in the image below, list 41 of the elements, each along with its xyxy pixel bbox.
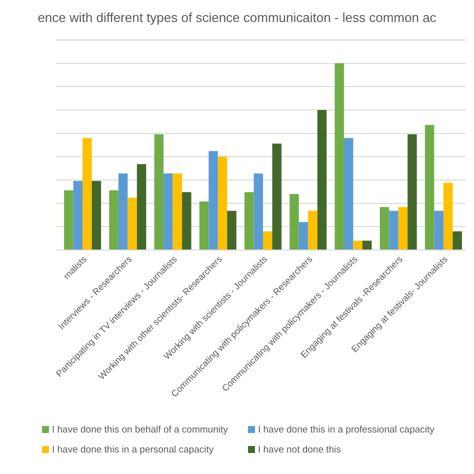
bar [380, 207, 390, 250]
bar [227, 210, 236, 250]
bar [208, 151, 218, 250]
bar [164, 173, 173, 250]
bar [244, 192, 254, 250]
bar [308, 210, 318, 250]
bar [398, 207, 408, 250]
bar [73, 180, 83, 250]
bar [362, 240, 372, 250]
bar [334, 63, 344, 250]
bar [218, 156, 228, 250]
bar [128, 198, 137, 250]
bar [64, 190, 74, 250]
legend-label: I have done this on behalf of a community [52, 424, 228, 436]
bar [254, 173, 263, 250]
bar [272, 144, 282, 250]
bar [424, 124, 434, 250]
bar [154, 134, 164, 250]
bar [92, 180, 102, 250]
bar [290, 194, 299, 250]
bar [199, 201, 209, 250]
bar [389, 210, 398, 250]
legend-label: I have done this in a personal capacity [52, 444, 214, 456]
bar [443, 182, 453, 250]
bar [353, 240, 362, 250]
bar [408, 134, 417, 250]
bar [172, 173, 182, 250]
bar [434, 210, 444, 250]
chart-title: ence with different types of science communicaiton - less common ac [38, 10, 437, 25]
bar [109, 190, 118, 250]
legend-label: I have not done this [258, 444, 342, 456]
bar [136, 164, 146, 250]
bar [452, 231, 462, 250]
bar [298, 222, 308, 250]
bar [344, 138, 354, 250]
legend-label: I have done this in a professional capacity [258, 424, 435, 436]
bar [263, 231, 272, 250]
bar [317, 110, 327, 250]
bar [182, 192, 192, 250]
bar [118, 173, 128, 250]
bar [82, 138, 92, 250]
